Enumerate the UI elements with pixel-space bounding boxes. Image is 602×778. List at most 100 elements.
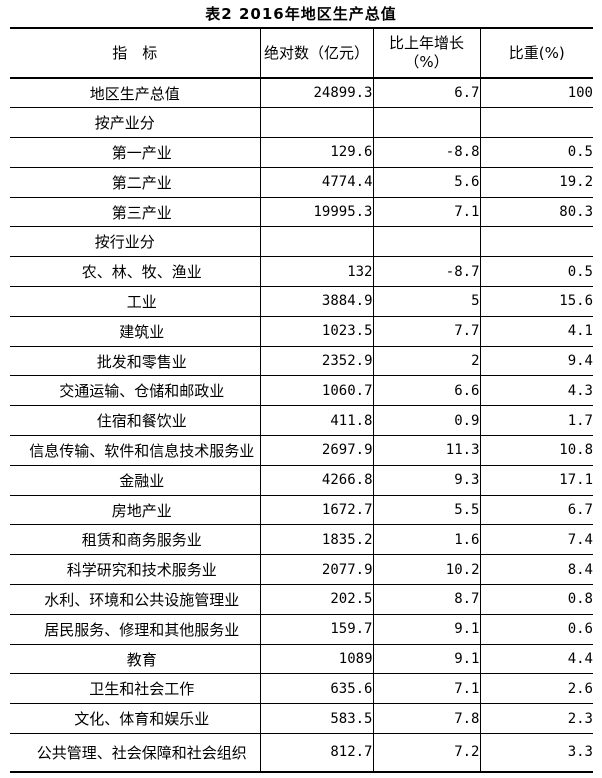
table-row: 水利、环境和公共设施管理业 202.5 8.7 0.8 xyxy=(10,584,593,615)
share-value-cell: 0.5 xyxy=(479,256,593,287)
growth-value-cell: 7.7 xyxy=(372,316,480,347)
table-row: 住宿和餐饮业 411.8 0.9 1.7 xyxy=(10,405,593,436)
indicator-cell: 地区生产总值 xyxy=(89,84,180,103)
indicator-cell: 第一产业 xyxy=(111,143,172,162)
column-header-share: 比重(%) xyxy=(479,28,593,78)
table-row: 文化、体育和娱乐业 583.5 7.8 2.3 xyxy=(10,703,593,734)
growth-value-cell: -8.7 xyxy=(372,256,480,287)
absolute-value-cell: 1089 xyxy=(259,644,373,674)
indicator-cell: 文化、体育和娱乐业 xyxy=(74,710,210,729)
growth-value-cell: 11.3 xyxy=(372,435,480,466)
gdp-table: 指 标 绝对数（亿元） 比上年增长 （%） 比重(%) 地区生产总值 24899… xyxy=(10,27,593,773)
table-row: 第三产业 19995.3 7.1 80.3 xyxy=(10,197,593,227)
share-value-cell: 4.3 xyxy=(479,375,593,406)
table-body: 地区生产总值 24899.3 6.7 100 按产业分 第一产业 129.6 -… xyxy=(10,78,593,772)
growth-value-cell: 2 xyxy=(372,346,480,376)
share-value-cell: 100 xyxy=(479,78,593,108)
table-row: 公共管理、社会保障和社会组织 812.7 7.2 3.3 xyxy=(10,733,593,772)
growth-value-cell: 5.5 xyxy=(372,495,480,525)
growth-value-cell: 5.6 xyxy=(372,167,480,198)
table-row: 房地产业 1672.7 5.5 6.7 xyxy=(10,495,593,525)
indicator-cell: 第三产业 xyxy=(111,203,172,222)
indicator-cell: 公共管理、社会保障和社会组织 xyxy=(36,743,247,762)
absolute-value-cell: 24899.3 xyxy=(259,78,373,108)
indicator-cell: 交通运输、仓储和邮政业 xyxy=(59,382,225,401)
table-row: 农、林、牧、渔业 132 -8.7 0.5 xyxy=(10,256,593,287)
indicator-cell: 住宿和餐饮业 xyxy=(96,412,187,431)
indicator-cell: 工业 xyxy=(126,292,157,311)
table-row: 按产业分 xyxy=(10,107,593,138)
absolute-value-cell: 583.5 xyxy=(259,703,373,734)
absolute-value-cell: 4266.8 xyxy=(259,465,373,496)
table-row: 金融业 4266.8 9.3 17.1 xyxy=(10,465,593,496)
absolute-value-cell: 2697.9 xyxy=(259,435,373,466)
share-value-cell: 15.6 xyxy=(479,286,593,317)
table-row: 教育 1089 9.1 4.4 xyxy=(10,644,593,674)
share-value-cell: 0.8 xyxy=(479,584,593,615)
share-value-cell: 9.4 xyxy=(479,346,593,376)
share-value-cell xyxy=(479,107,593,138)
column-header-growth: 比上年增长 （%） xyxy=(372,28,480,78)
share-value-cell: 17.1 xyxy=(479,465,593,496)
table-row: 批发和零售业 2352.9 2 9.4 xyxy=(10,346,593,376)
share-value-cell: 10.8 xyxy=(479,435,593,466)
growth-value-cell: 7.2 xyxy=(372,733,480,772)
indicator-cell: 教育 xyxy=(126,650,157,669)
table-row: 建筑业 1023.5 7.7 4.1 xyxy=(10,316,593,347)
growth-value-cell: -8.8 xyxy=(372,137,480,168)
growth-value-cell: 9.3 xyxy=(372,465,480,496)
growth-value-cell: 1.6 xyxy=(372,524,480,555)
share-value-cell: 1.7 xyxy=(479,405,593,436)
absolute-value-cell: 3884.9 xyxy=(259,286,373,317)
table-row: 信息传输、软件和信息技术服务业 2697.9 11.3 10.8 xyxy=(10,435,593,466)
absolute-value-cell xyxy=(259,226,373,257)
growth-value-cell: 6.6 xyxy=(372,375,480,406)
growth-value-cell xyxy=(372,226,480,257)
absolute-value-cell xyxy=(259,107,373,138)
absolute-value-cell: 159.7 xyxy=(259,614,373,645)
absolute-value-cell: 19995.3 xyxy=(259,197,373,227)
indicator-cell: 按产业分 xyxy=(94,114,155,133)
growth-value-cell xyxy=(372,107,480,138)
absolute-value-cell: 202.5 xyxy=(259,584,373,615)
absolute-value-cell: 2077.9 xyxy=(259,554,373,585)
share-value-cell: 6.7 xyxy=(479,495,593,525)
growth-value-cell: 7.1 xyxy=(372,673,480,704)
table-row: 居民服务、修理和其他服务业 159.7 9.1 0.6 xyxy=(10,614,593,645)
growth-value-cell: 10.2 xyxy=(372,554,480,585)
share-value-cell: 80.3 xyxy=(479,197,593,227)
table-row: 卫生和社会工作 635.6 7.1 2.6 xyxy=(10,673,593,704)
share-value-cell: 19.2 xyxy=(479,167,593,198)
share-value-cell: 2.3 xyxy=(479,703,593,734)
indicator-cell: 卫生和社会工作 xyxy=(89,680,195,699)
absolute-value-cell: 411.8 xyxy=(259,405,373,436)
indicator-cell: 水利、环境和公共设施管理业 xyxy=(44,590,240,609)
indicator-cell: 按行业分 xyxy=(94,233,155,252)
absolute-value-cell: 1835.2 xyxy=(259,524,373,555)
absolute-value-cell: 1672.7 xyxy=(259,495,373,525)
indicator-cell: 居民服务、修理和其他服务业 xyxy=(44,620,240,639)
share-value-cell: 4.1 xyxy=(479,316,593,347)
header-row: 指 标 绝对数（亿元） 比上年增长 （%） 比重(%) xyxy=(10,28,593,78)
table-row: 按行业分 xyxy=(10,226,593,257)
indicator-cell: 批发和零售业 xyxy=(96,352,187,371)
share-value-cell: 2.6 xyxy=(479,673,593,704)
share-value-cell: 0.6 xyxy=(479,614,593,645)
growth-value-cell: 0.9 xyxy=(372,405,480,436)
absolute-value-cell: 2352.9 xyxy=(259,346,373,376)
growth-value-cell: 6.7 xyxy=(372,78,480,108)
indicator-cell: 科学研究和技术服务业 xyxy=(66,561,217,580)
table-row: 地区生产总值 24899.3 6.7 100 xyxy=(10,78,593,108)
table-row: 科学研究和技术服务业 2077.9 10.2 8.4 xyxy=(10,554,593,585)
indicator-cell: 第二产业 xyxy=(111,173,172,192)
growth-value-cell: 5 xyxy=(372,286,480,317)
table-title: 表2 2016年地区生产总值 xyxy=(205,5,397,23)
column-header-growth-line2: （%） xyxy=(404,53,449,71)
table-row: 租赁和商务服务业 1835.2 1.6 7.4 xyxy=(10,524,593,555)
absolute-value-cell: 812.7 xyxy=(259,733,373,772)
share-value-cell: 0.5 xyxy=(479,137,593,168)
absolute-value-cell: 635.6 xyxy=(259,673,373,704)
table-row: 第一产业 129.6 -8.8 0.5 xyxy=(10,137,593,168)
share-value-cell xyxy=(479,226,593,257)
